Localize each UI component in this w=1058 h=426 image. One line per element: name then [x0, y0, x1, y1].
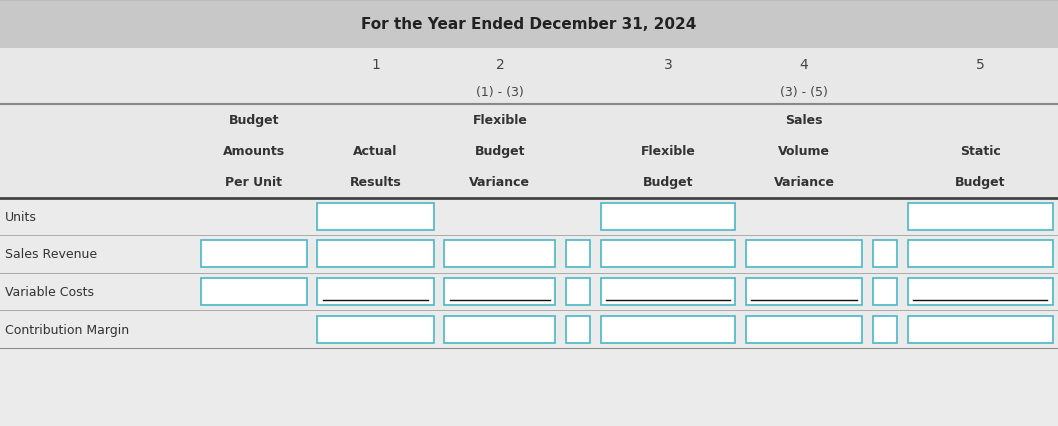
Bar	[201, 241, 307, 268]
Text: Static: Static	[960, 145, 1001, 158]
Text: 3: 3	[663, 58, 673, 72]
Bar	[317, 241, 434, 268]
Bar	[601, 241, 735, 268]
Text: Sales: Sales	[785, 113, 823, 127]
Bar	[317, 203, 434, 230]
Text: Budget: Budget	[955, 176, 1005, 189]
Bar	[746, 278, 862, 305]
Text: 5: 5	[975, 58, 985, 72]
Bar	[317, 316, 434, 343]
Text: For the Year Ended December 31, 2024: For the Year Ended December 31, 2024	[362, 17, 696, 32]
Text: 2: 2	[495, 58, 505, 72]
Bar	[601, 203, 735, 230]
Bar	[0, 49, 1058, 81]
Text: Variance: Variance	[773, 176, 835, 189]
Bar	[444, 316, 555, 343]
Bar	[0, 311, 1058, 348]
Text: Volume: Volume	[778, 145, 831, 158]
Bar	[601, 316, 735, 343]
Bar	[601, 278, 735, 305]
Bar	[0, 0, 1058, 49]
Bar	[908, 278, 1053, 305]
Text: Variable Costs: Variable Costs	[5, 285, 94, 298]
Bar	[201, 278, 307, 305]
Text: Units: Units	[5, 210, 37, 223]
Bar	[566, 316, 590, 343]
Bar	[908, 203, 1053, 230]
Text: Budget: Budget	[229, 113, 279, 127]
Text: Sales Revenue: Sales Revenue	[5, 248, 97, 261]
Text: Amounts: Amounts	[223, 145, 285, 158]
Text: 4: 4	[800, 58, 808, 72]
Bar	[908, 316, 1053, 343]
Bar	[746, 241, 862, 268]
Bar	[908, 241, 1053, 268]
Text: Budget: Budget	[643, 176, 693, 189]
Text: Flexible: Flexible	[641, 145, 695, 158]
Bar	[0, 104, 1058, 198]
Bar	[0, 198, 1058, 236]
Bar	[0, 273, 1058, 311]
Bar	[873, 316, 897, 343]
Bar	[444, 278, 555, 305]
Text: Flexible: Flexible	[473, 113, 527, 127]
Bar	[317, 278, 434, 305]
Text: Results: Results	[350, 176, 401, 189]
Bar	[0, 81, 1058, 104]
Text: (1) - (3): (1) - (3)	[476, 86, 524, 99]
Text: Contribution Margin: Contribution Margin	[5, 323, 129, 336]
Text: Variance: Variance	[470, 176, 530, 189]
Bar	[566, 278, 590, 305]
Bar	[873, 278, 897, 305]
Text: 1: 1	[371, 58, 380, 72]
Bar	[746, 316, 862, 343]
Text: Budget: Budget	[475, 145, 525, 158]
Text: Actual: Actual	[353, 145, 398, 158]
Bar	[444, 241, 555, 268]
Bar	[873, 241, 897, 268]
Text: (3) - (5): (3) - (5)	[780, 86, 828, 99]
Text: Per Unit: Per Unit	[225, 176, 282, 189]
Bar	[0, 236, 1058, 273]
Bar	[566, 241, 590, 268]
